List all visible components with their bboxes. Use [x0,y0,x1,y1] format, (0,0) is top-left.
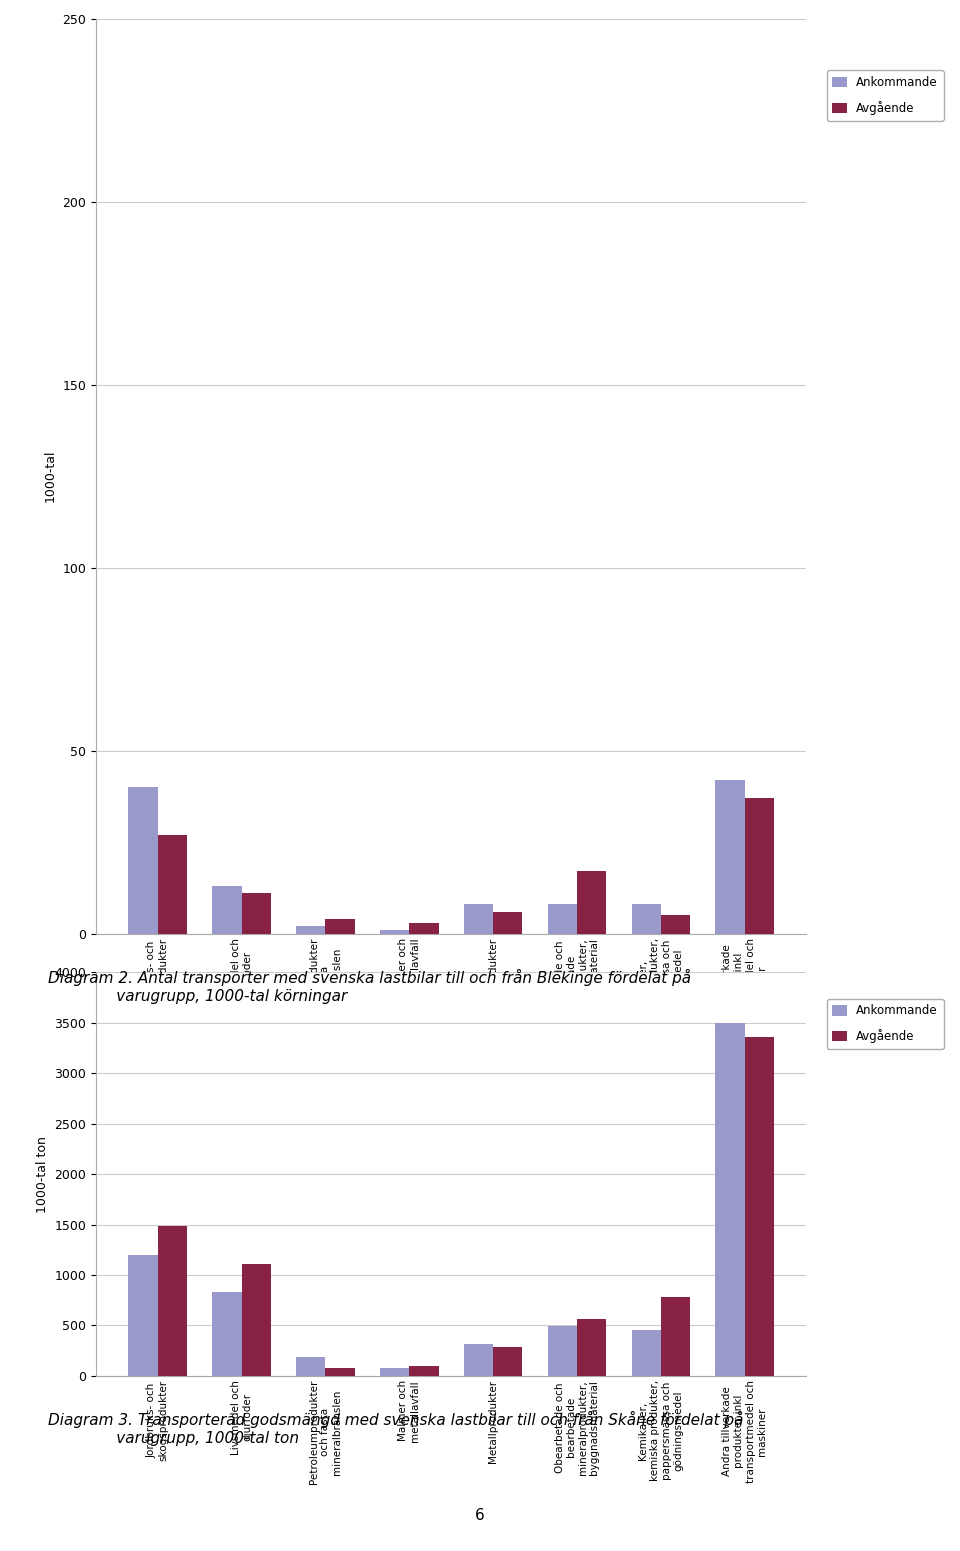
Bar [660,1297,690,1376]
Bar [212,1292,242,1376]
Bar [380,931,409,934]
Bar [745,799,774,934]
Bar [577,1320,607,1376]
Bar [325,920,355,934]
Bar [715,1024,745,1376]
Y-axis label: 1000-tal: 1000-tal [44,450,57,503]
Bar [157,1225,187,1376]
Text: Diagram 3. Transporterad godsmängd med svenska lastbilar till och från Skåne för: Diagram 3. Transporterad godsmängd med s… [48,1411,743,1446]
Text: 6: 6 [475,1508,485,1523]
Bar [493,1346,522,1376]
Bar [632,904,660,934]
Legend: Ankommande, Avgående: Ankommande, Avgående [827,999,944,1048]
Bar [157,834,187,934]
Y-axis label: 1000-tal ton: 1000-tal ton [36,1135,49,1213]
Bar [242,893,271,934]
Bar [464,904,493,934]
Bar [632,1331,660,1376]
Bar [380,1368,409,1376]
Bar [577,872,607,934]
Bar [296,1357,325,1376]
Bar [296,926,325,934]
Bar [242,1264,271,1376]
Bar [129,1255,157,1376]
Bar [745,1038,774,1376]
Bar [409,923,439,934]
Bar [715,780,745,934]
Bar [409,1365,439,1376]
Bar [547,904,577,934]
Bar [493,912,522,934]
Bar [325,1368,355,1376]
Bar [464,1345,493,1376]
Text: Diagram 2. Antal transporter med svenska lastbilar till och från Blekinge fördel: Diagram 2. Antal transporter med svenska… [48,969,691,1003]
Bar [129,788,157,934]
Bar [547,1326,577,1376]
Bar [212,886,242,934]
Bar [660,915,690,934]
Legend: Ankommande, Avgående: Ankommande, Avgående [827,70,944,121]
